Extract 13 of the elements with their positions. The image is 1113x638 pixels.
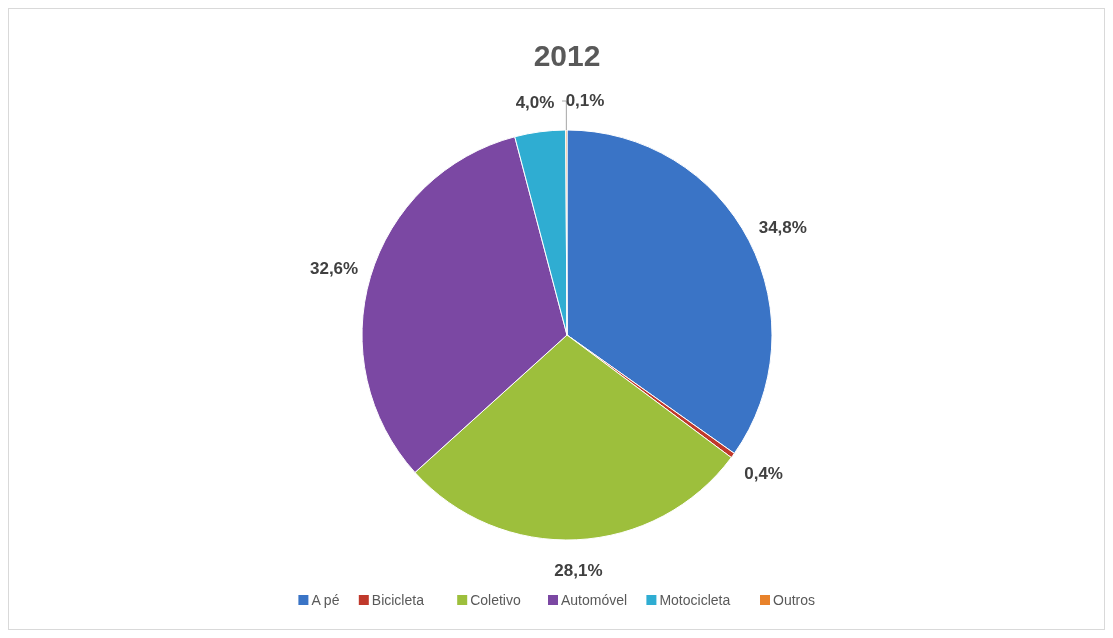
- data-label: 32,6%: [309, 259, 359, 279]
- data-label: 4,0%: [515, 93, 555, 113]
- data-label: 0,4%: [744, 464, 783, 484]
- data-label: 34,8%: [758, 218, 807, 237]
- chart-title: 2012: [533, 39, 601, 72]
- data-label: 28,1%: [554, 560, 603, 580]
- legend-label: Automóvel: [561, 592, 628, 608]
- data-label: 0,1%: [565, 91, 605, 110]
- legend-label: Bicicleta: [371, 592, 425, 608]
- legend-label: Outros: [773, 592, 816, 608]
- legend-label: A pé: [311, 592, 340, 608]
- legend-label: Motocicleta: [659, 592, 731, 608]
- legend-label: Coletivo: [470, 592, 521, 608]
